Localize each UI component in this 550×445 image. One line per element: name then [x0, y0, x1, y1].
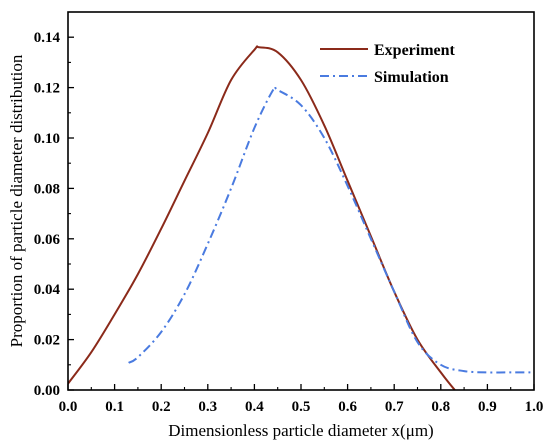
- x-tick-label: 0.4: [245, 399, 264, 415]
- x-tick-label: 0.8: [431, 399, 450, 415]
- y-tick-label: 0.08: [34, 181, 60, 197]
- y-tick-label: 0.04: [34, 282, 61, 298]
- x-tick-label: 0.7: [385, 399, 404, 415]
- y-tick-label: 0.02: [34, 333, 60, 349]
- y-tick-label: 0.10: [34, 131, 60, 147]
- x-tick-label: 0.2: [152, 399, 171, 415]
- x-tick-label: 1.0: [525, 399, 544, 415]
- y-tick-label: 0.06: [34, 232, 61, 248]
- x-tick-label: 0.9: [478, 399, 497, 415]
- series-layer: [67, 45, 534, 391]
- legend-label-experiment: Experiment: [374, 42, 456, 59]
- x-tick-label: 0.5: [292, 399, 311, 415]
- y-axis-title: Proportion of particle diameter distribu…: [7, 54, 26, 347]
- ticks-layer: 0.0 0.1 0.2 0.3 0.4 0.5 0.6 0.7 0.8 0.9 1.0 0.00 0.0…: [34, 30, 544, 415]
- x-tick-label: 0.1: [105, 399, 124, 415]
- y-tick-label: 0.12: [34, 81, 60, 97]
- legend-label-simulation: Simulation: [374, 69, 449, 86]
- legend: Experiment Simulation: [320, 42, 456, 86]
- series-line-simulation: [128, 85, 534, 374]
- y-tick-label: 0.14: [34, 30, 61, 46]
- x-tick-label: 0.3: [198, 399, 217, 415]
- x-tick-label: 0.0: [59, 399, 78, 415]
- x-axis-title: Dimensionless particle diameter x(μm): [168, 421, 433, 440]
- x-tick-label: 0.6: [338, 399, 357, 415]
- y-tick-label: 0.00: [34, 383, 60, 399]
